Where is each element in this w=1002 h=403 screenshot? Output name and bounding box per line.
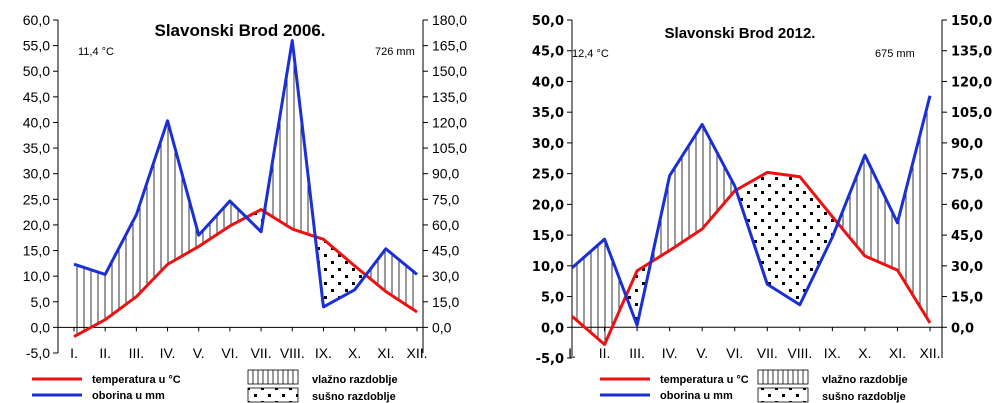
y-tick-label-left: 15,0 — [23, 243, 50, 259]
y-tick-label-right: 0,0 — [432, 319, 452, 335]
legend-wet-label: vlažno razdoblje — [822, 374, 908, 386]
y-tick-label-right: 105,0 — [432, 140, 467, 156]
y-tick-label-right: 45,0 — [951, 229, 983, 244]
x-tick-label: II. — [99, 345, 111, 361]
y-tick-label-right: 75,0 — [432, 191, 459, 207]
y-tick-label-right: 15,0 — [432, 294, 459, 310]
x-tick-label: X. — [858, 345, 871, 361]
y-tick-label-right: 135,0 — [951, 45, 992, 60]
y-tick-label-left: 15,0 — [532, 229, 564, 244]
y-tick-label-left: 55,0 — [23, 38, 50, 54]
y-tick-label-left: 30,0 — [23, 166, 50, 182]
legend-dry-swatch — [247, 387, 299, 403]
x-tick-label: VII. — [251, 345, 272, 361]
mean-temperature-label: 11,4 °C — [78, 46, 114, 58]
legend-wet-label: vlažno razdoblje — [312, 374, 398, 386]
x-tick-label: I. — [70, 345, 78, 361]
legend-dry-swatch — [757, 387, 809, 403]
x-tick-label: XII. — [406, 345, 427, 361]
y-tick-label-left: 20,0 — [532, 198, 564, 213]
y-tick-label-right: 165,0 — [432, 38, 467, 54]
y-tick-label-right: 60,0 — [951, 198, 983, 213]
y-tick-label-right: 150,0 — [951, 14, 992, 29]
y-tick-label-left: 45,0 — [532, 45, 564, 60]
x-tick-label: VI. — [221, 345, 238, 361]
total-precipitation-label: 726 mm — [375, 46, 415, 58]
x-tick-label: I. — [568, 345, 576, 361]
y-tick-label-right: 0,0 — [951, 321, 974, 336]
y-tick-label-right: 45,0 — [432, 243, 459, 259]
y-tick-label-right: 120,0 — [432, 114, 467, 130]
y-tick-label-left: 50,0 — [23, 63, 50, 79]
y-tick-label-right: 75,0 — [951, 168, 983, 183]
x-tick-label: VIII. — [787, 345, 812, 361]
climate-diagram-2012: -5,0 0,0 5,0 10,0 15,0 20,0 25,0 30,0 35,0 40,0 45… — [532, 14, 992, 403]
x-tick-label: XI. — [377, 345, 394, 361]
x-tick-label: II. — [599, 345, 611, 361]
mean-temperature-label: 12,4 °C — [572, 48, 609, 60]
y-tick-label-left: 10,0 — [23, 268, 50, 284]
y-tick-label-left: -5,0 — [536, 352, 564, 367]
dry-period-fill — [323, 239, 355, 307]
legend-dry-label: sušno razdoblje — [822, 391, 906, 403]
x-tick-label: V. — [696, 345, 708, 361]
y-tick-label-left: 40,0 — [23, 114, 50, 130]
legend-temperature-label: temperatura u °C — [92, 374, 181, 386]
y-tick-label-left: 10,0 — [532, 260, 564, 275]
total-precipitation-label: 675 mm — [875, 48, 915, 60]
y-tick-label-left: 40,0 — [532, 75, 564, 90]
y-tick-label-left: 25,0 — [532, 168, 564, 183]
y-tick-label-left: 20,0 — [23, 217, 50, 233]
y-tick-label-left: -5,0 — [26, 345, 50, 361]
x-tick-label: X. — [348, 345, 361, 361]
legend-temperature-label: temperatura u °C — [660, 374, 749, 386]
y-tick-label-left: 50,0 — [532, 14, 564, 29]
x-tick-label: XI. — [889, 345, 906, 361]
y-tick-label-left: 30,0 — [532, 137, 564, 152]
legend-precipitation-label: oborina u mm — [92, 390, 165, 402]
y-tick-label-right: 90,0 — [432, 166, 459, 182]
y-tick-label-right: 30,0 — [432, 268, 459, 284]
x-tick-label: VI. — [726, 345, 743, 361]
x-tick-label: IX. — [315, 345, 332, 361]
dry-period-fill — [767, 172, 800, 305]
x-tick-label: IV. — [160, 345, 176, 361]
x-tick-label: VII. — [757, 345, 778, 361]
y-tick-label-left: 35,0 — [532, 106, 564, 121]
y-tick-label-right: 120,0 — [951, 75, 992, 90]
x-tick-label: III. — [629, 345, 645, 361]
legend-dry-label: sušno razdoblje — [312, 391, 396, 403]
x-tick-label: VIII. — [280, 345, 305, 361]
chart-title: Slavonski Brod 2012. — [665, 25, 816, 42]
y-tick-label-right: 60,0 — [432, 217, 459, 233]
precipitation-line — [571, 95, 932, 327]
climate-diagram-2006: -5,0 0,0 5,0 10,0 15,0 20,0 25,0 30,0 35,0 40,0 45… — [23, 12, 467, 403]
y-tick-label-left: 0,0 — [31, 319, 51, 335]
y-tick-label-left: 0,0 — [541, 321, 564, 336]
dry-period-fill — [625, 270, 638, 326]
x-tick-label: IX. — [824, 345, 841, 361]
y-tick-label-left: 25,0 — [23, 191, 50, 207]
x-tick-label: III. — [129, 345, 145, 361]
y-tick-label-right: 135,0 — [432, 89, 467, 105]
x-tick-label: XII. — [919, 345, 940, 361]
y-tick-label-right: 30,0 — [951, 260, 983, 275]
x-tick-label: IV. — [662, 345, 678, 361]
dry-period-fill — [637, 262, 651, 326]
legend-precipitation-label: oborina u mm — [660, 390, 733, 402]
chart-title: Slavonski Brod 2006. — [154, 21, 325, 40]
y-tick-label-left: 60,0 — [23, 12, 50, 28]
y-tick-label-right: 105,0 — [951, 106, 992, 121]
y-tick-label-right: 90,0 — [951, 137, 983, 152]
y-tick-label-right: 15,0 — [951, 291, 983, 306]
precipitation-line — [73, 38, 418, 309]
y-tick-label-left: 35,0 — [23, 140, 50, 156]
y-tick-label-left: 5,0 — [31, 294, 51, 310]
temperature-line — [571, 170, 932, 346]
y-tick-label-right: 180,0 — [432, 12, 467, 28]
y-tick-label-left: 45,0 — [23, 89, 50, 105]
y-tick-label-right: 150,0 — [432, 63, 467, 79]
y-tick-label-left: 5,0 — [541, 291, 564, 306]
x-tick-label: V. — [193, 345, 205, 361]
